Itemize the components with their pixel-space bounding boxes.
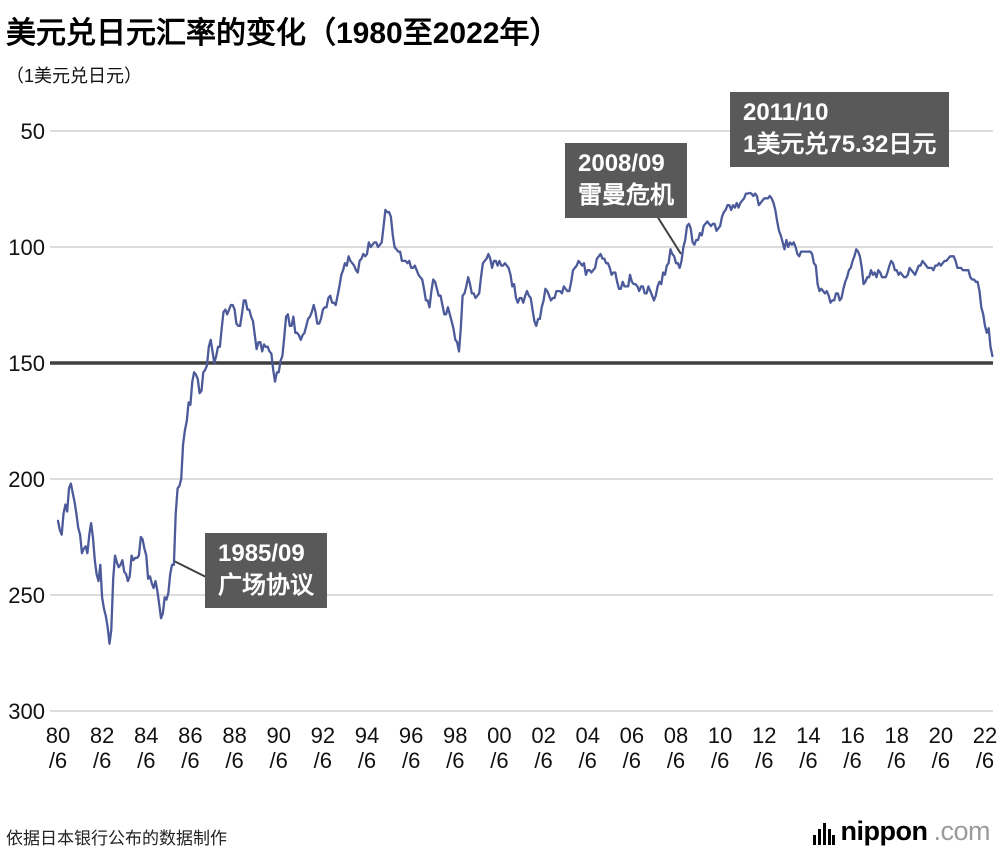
x-tick-label-month: /6 [137, 748, 155, 773]
exchange-rate-line-chart: 5010015020025030080/682/684/686/688/690/… [8, 119, 997, 773]
y-tick-label: 250 [8, 583, 45, 608]
annotation-record-low: 2011/10 1美元兑75.32日元 [730, 92, 950, 168]
annotation-lehman-crisis: 2008/09 雷曼危机 [565, 143, 687, 219]
x-tick-label-month: /6 [667, 748, 685, 773]
x-tick-label-year: 00 [487, 723, 511, 748]
x-tick-label-month: /6 [843, 748, 861, 773]
x-tick-label-month: /6 [534, 748, 552, 773]
x-tick-label-month: /6 [402, 748, 420, 773]
x-tick-label-year: 16 [840, 723, 864, 748]
x-tick-label-month: /6 [932, 748, 950, 773]
x-tick-label-year: 92 [311, 723, 335, 748]
x-tick-label-year: 12 [752, 723, 776, 748]
x-tick-label-year: 98 [443, 723, 467, 748]
x-tick-label-month: /6 [623, 748, 641, 773]
x-tick-label-year: 14 [796, 723, 820, 748]
annotation-date: 2011/10 [743, 99, 829, 126]
y-axis-unit-label: （1美元兑日元） [6, 66, 143, 86]
x-tick-label-month: /6 [755, 748, 773, 773]
x-tick-label-year: 22 [973, 723, 997, 748]
annotation-text: 1美元兑75.32日元 [743, 130, 937, 158]
x-tick-label-year: 90 [266, 723, 290, 748]
x-tick-label-month: /6 [888, 748, 906, 773]
x-tick-label-year: 84 [134, 723, 158, 748]
logo-suffix-text: .com [933, 816, 990, 846]
x-tick-label-month: /6 [270, 748, 288, 773]
y-tick-label: 50 [21, 119, 45, 144]
x-tick-label-year: 18 [884, 723, 908, 748]
x-tick-label-year: 94 [355, 723, 379, 748]
annotation-text: 广场协议 [218, 571, 314, 599]
x-tick-label-year: 96 [399, 723, 423, 748]
page-title: 美元兑日元汇率的变化（1980至2022年） [6, 17, 560, 50]
x-tick-label-year: 10 [708, 723, 732, 748]
annotation-date: 2008/09 [578, 150, 665, 177]
x-tick-label-year: 86 [178, 723, 202, 748]
x-tick-label-year: 88 [222, 723, 246, 748]
annotation-text: 雷曼危机 [578, 181, 674, 209]
leader-line-plaza-accord [173, 560, 209, 579]
x-tick-label-month: /6 [799, 748, 817, 773]
x-tick-label-month: /6 [314, 748, 332, 773]
x-tick-label-month: /6 [446, 748, 464, 773]
y-tick-label: 200 [8, 467, 45, 492]
x-tick-label-month: /6 [579, 748, 597, 773]
x-tick-label-month: /6 [49, 748, 67, 773]
x-tick-label-month: /6 [93, 748, 111, 773]
logo-brand-text: nippon [840, 816, 928, 846]
x-tick-label-year: 08 [664, 723, 688, 748]
x-tick-label-year: 20 [929, 723, 953, 748]
source-note: 依据日本银行公布的数据制作 [6, 829, 227, 848]
annotation-plaza-accord: 1985/09 广场协议 [205, 533, 327, 609]
x-tick-label-month: /6 [358, 748, 376, 773]
x-tick-label-year: 80 [46, 723, 70, 748]
x-tick-label-year: 06 [620, 723, 644, 748]
nippon-logo-icon [812, 822, 835, 845]
annotation-date: 1985/09 [218, 540, 305, 567]
nippon-logo: nippon .com [812, 816, 990, 847]
y-tick-label: 100 [8, 235, 45, 260]
x-tick-label-year: 82 [90, 723, 114, 748]
x-tick-label-month: /6 [490, 748, 508, 773]
x-tick-label-month: /6 [225, 748, 243, 773]
x-tick-label-month: /6 [711, 748, 729, 773]
x-tick-label-year: 04 [575, 723, 599, 748]
usd-jpy-rate-line [56, 191, 994, 645]
y-tick-label: 300 [8, 699, 45, 724]
x-tick-label-month: /6 [181, 748, 199, 773]
y-tick-label: 150 [8, 351, 45, 376]
x-tick-label-month: /6 [976, 748, 994, 773]
leader-line-lehman [656, 215, 682, 255]
x-tick-label-year: 02 [531, 723, 555, 748]
